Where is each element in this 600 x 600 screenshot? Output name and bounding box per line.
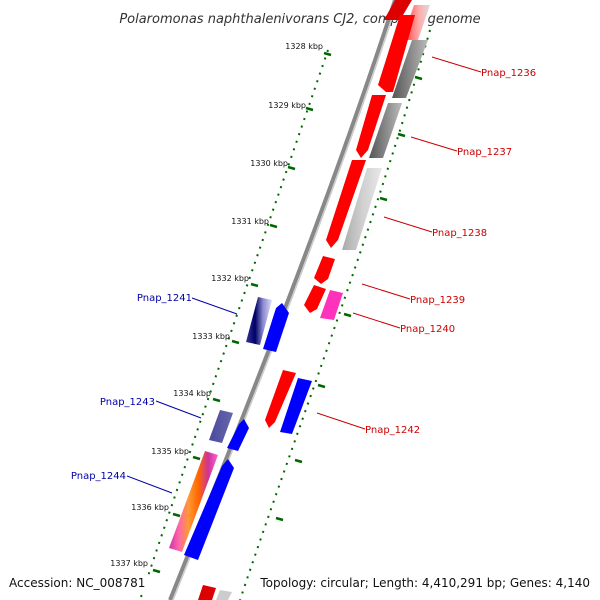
gene-shape-pnap-1238-grey[interactable] <box>342 168 382 250</box>
tick-label-1333: 1333 kbp <box>192 332 230 341</box>
tick-label-1332: 1332 kbp <box>211 274 249 283</box>
gene-shape-pnap-1243-purple[interactable] <box>209 410 233 443</box>
gene-shape-pnap-1241[interactable] <box>263 303 289 352</box>
gene-shape-pnap-1242-blue[interactable] <box>280 378 312 434</box>
tick-label-1331: 1331 kbp <box>231 217 269 226</box>
tick-label-1334: 1334 kbp <box>173 389 211 398</box>
tick-label-1328: 1328 kbp <box>285 42 323 51</box>
label-leaders <box>126 56 482 494</box>
tick-label-1329: 1329 kbp <box>268 101 306 110</box>
gene-shape-pnap-1236[interactable] <box>378 15 415 92</box>
gene-shape-pnap-1240[interactable] <box>320 290 343 320</box>
gene-label-pnap-1238[interactable]: Pnap_1238 <box>432 228 487 239</box>
gene-shape-bottom[interactable] <box>198 585 216 600</box>
gene-shape-pnap-1244-multi[interactable] <box>169 451 218 552</box>
gene-shape-pnap-1239-b[interactable] <box>304 285 326 313</box>
right-line-dashes <box>275 75 423 522</box>
gene-shape-pnap-1236-grey[interactable] <box>392 40 428 98</box>
gene-shape-pnap-1242[interactable] <box>265 370 296 428</box>
tick-label-1330: 1330 kbp <box>250 159 288 168</box>
topology-text: Topology: circular; Length: 4,410,291 bp… <box>259 576 590 590</box>
tick-label-1336: 1336 kbp <box>131 503 169 512</box>
gene-label-pnap-1240[interactable]: Pnap_1240 <box>400 324 455 335</box>
gene-label-pnap-1242[interactable]: Pnap_1242 <box>365 425 420 436</box>
gene-shape-pnap-1237-grey[interactable] <box>369 103 402 158</box>
gene-label-pnap-1241[interactable]: Pnap_1241 <box>137 293 192 304</box>
scale-line-right <box>239 29 431 600</box>
gene-label-pnap-1236[interactable]: Pnap_1236 <box>481 68 536 79</box>
gene-label-pnap-1237[interactable]: Pnap_1237 <box>457 147 512 158</box>
scale-ticks <box>152 51 332 574</box>
gene-label-pnap-1244[interactable]: Pnap_1244 <box>71 471 126 482</box>
gene-shape-pnap-1239-a[interactable] <box>314 256 335 284</box>
tick-label-1337: 1337 kbp <box>110 559 148 568</box>
gene-shape-top[interactable] <box>384 0 412 20</box>
gene-shape-pnap-1241-purple[interactable] <box>246 297 272 345</box>
gene-shape-bottom-grey[interactable] <box>216 590 232 600</box>
scale-line-left <box>139 49 329 600</box>
tick-label-1335: 1335 kbp <box>151 447 189 456</box>
footer-left-bg <box>6 573 148 591</box>
gene-shape-pnap-1237[interactable] <box>356 95 386 158</box>
accession-text: Accession: NC_008781 <box>9 576 145 590</box>
gene-label-pnap-1239[interactable]: Pnap_1239 <box>410 295 465 306</box>
footer-right-bg <box>255 573 595 591</box>
gene-shape-pnap-1244[interactable] <box>184 459 234 560</box>
gene-label-pnap-1243[interactable]: Pnap_1243 <box>100 397 155 408</box>
gene-shape-pnap-1238[interactable] <box>326 160 366 248</box>
gene-shape-pnap-1243[interactable] <box>227 419 249 451</box>
